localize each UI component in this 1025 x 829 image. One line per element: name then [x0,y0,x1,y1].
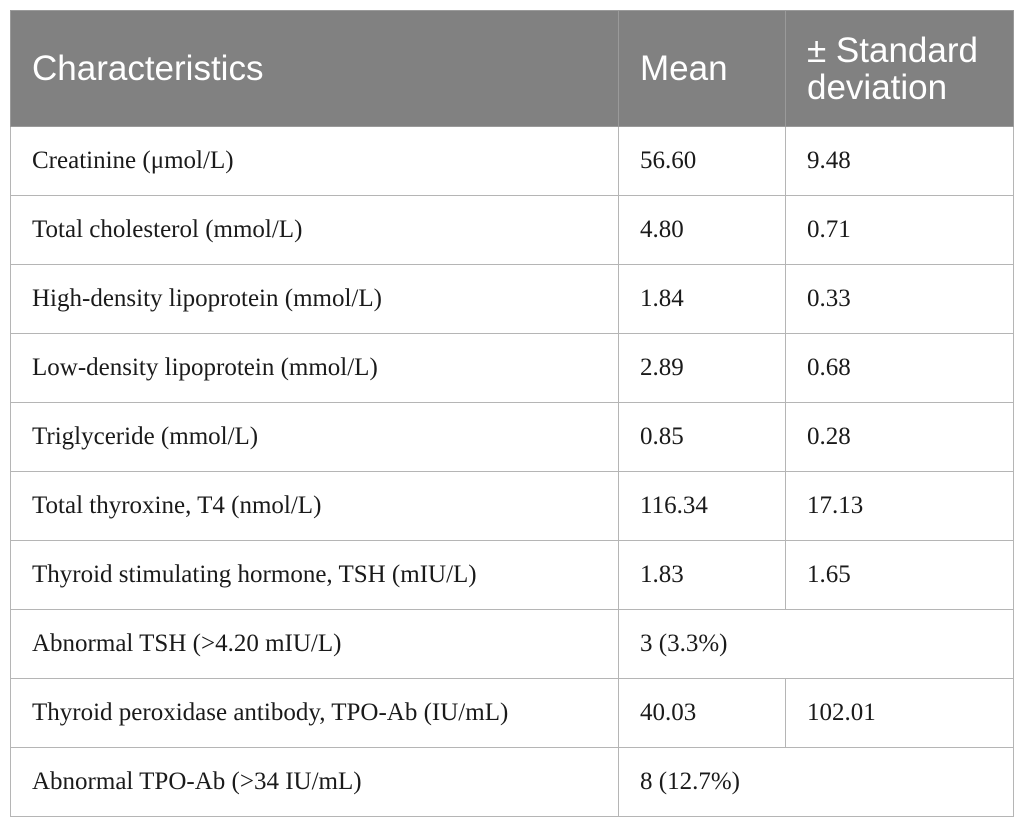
header-mean: Mean [618,10,786,127]
row-sd: 0.71 [785,195,1014,265]
table-row: Total thyroxine, T4 (nmol/L) 116.34 17.1… [10,471,1014,541]
row-label: Creatinine (μmol/L) [10,126,619,196]
row-label: Abnormal TPO-Ab (>34 IU/mL) [10,747,619,817]
row-sd: 0.28 [785,402,1014,472]
row-merged-value: 8 (12.7%) [618,747,1014,817]
row-mean: 116.34 [618,471,786,541]
row-mean: 1.83 [618,540,786,610]
table-row: Abnormal TSH (>4.20 mIU/L) 3 (3.3%) [10,609,1014,679]
row-mean: 0.85 [618,402,786,472]
row-sd: 17.13 [785,471,1014,541]
row-sd: 102.01 [785,678,1014,748]
header-characteristics: Characteristics [10,10,619,127]
data-table-container: Characteristics Mean ± Standard deviatio… [10,10,1014,817]
row-mean: 2.89 [618,333,786,403]
row-sd: 0.33 [785,264,1014,334]
row-label: Abnormal TSH (>4.20 mIU/L) [10,609,619,679]
row-mean: 40.03 [618,678,786,748]
row-label: Total thyroxine, T4 (nmol/L) [10,471,619,541]
table-header-row: Characteristics Mean ± Standard deviatio… [10,10,1014,127]
row-label: Low-density lipoprotein (mmol/L) [10,333,619,403]
row-label: Triglyceride (mmol/L) [10,402,619,472]
row-label: High-density lipoprotein (mmol/L) [10,264,619,334]
table-row: Triglyceride (mmol/L) 0.85 0.28 [10,402,1014,472]
row-label: Thyroid peroxidase antibody, TPO-Ab (IU/… [10,678,619,748]
row-sd: 0.68 [785,333,1014,403]
row-sd: 9.48 [785,126,1014,196]
table-row: Low-density lipoprotein (mmol/L) 2.89 0.… [10,333,1014,403]
table-row: Thyroid stimulating hormone, TSH (mIU/L)… [10,540,1014,610]
table-row: Thyroid peroxidase antibody, TPO-Ab (IU/… [10,678,1014,748]
row-sd: 1.65 [785,540,1014,610]
row-label: Thyroid stimulating hormone, TSH (mIU/L) [10,540,619,610]
table-row: Abnormal TPO-Ab (>34 IU/mL) 8 (12.7%) [10,747,1014,817]
row-label: Total cholesterol (mmol/L) [10,195,619,265]
row-merged-value: 3 (3.3%) [618,609,1014,679]
table-row: Creatinine (μmol/L) 56.60 9.48 [10,126,1014,196]
row-mean: 56.60 [618,126,786,196]
table-row: Total cholesterol (mmol/L) 4.80 0.71 [10,195,1014,265]
table-row: High-density lipoprotein (mmol/L) 1.84 0… [10,264,1014,334]
header-standard-deviation: ± Standard deviation [785,10,1014,127]
characteristics-table: Characteristics Mean ± Standard deviatio… [10,10,1014,817]
row-mean: 1.84 [618,264,786,334]
row-mean: 4.80 [618,195,786,265]
